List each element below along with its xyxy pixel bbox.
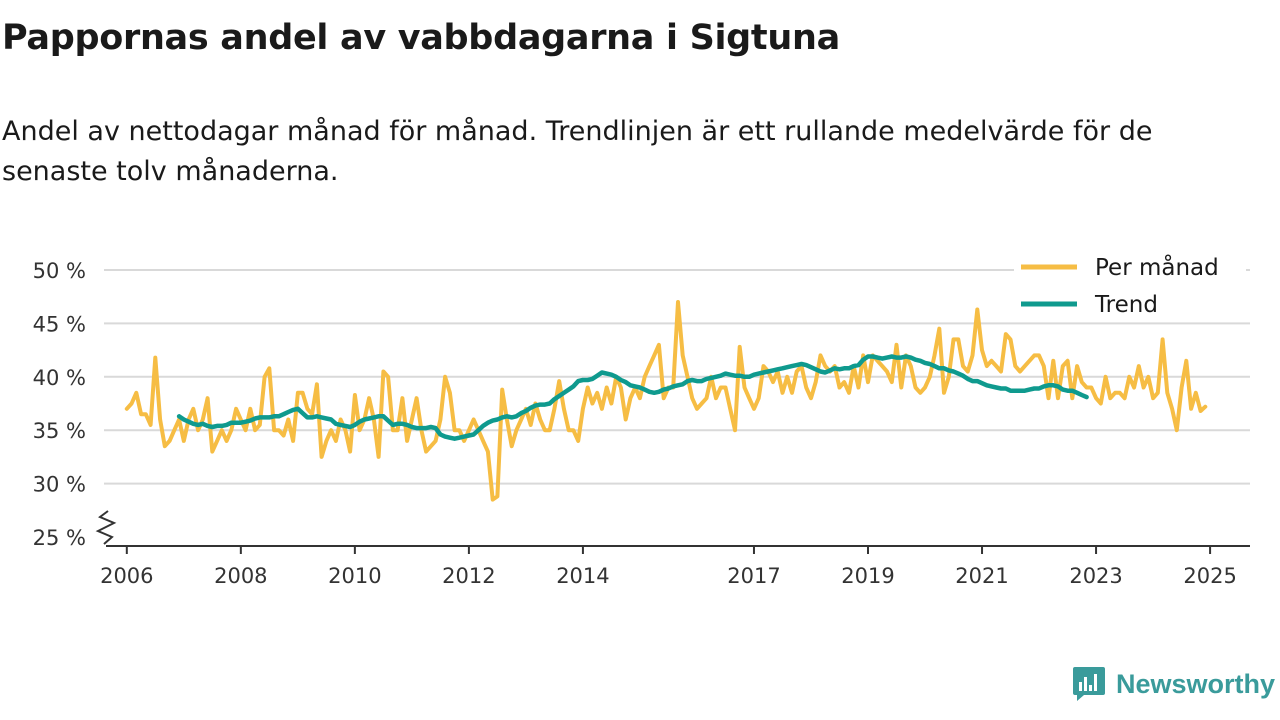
x-axis: 2006 2008 2010 2012 2014 2017 2019 2021 2023 2025: [95, 510, 1250, 588]
y-tick-label: 30 %: [33, 473, 86, 497]
y-tick-label: 50 %: [33, 259, 86, 283]
legend-label: Trend: [1094, 292, 1158, 318]
chart-title: Pappornas andel av vabbdagarna i Sigtuna: [2, 18, 840, 58]
chart-subtitle: Andel av nettodagar månad för månad. Tre…: [2, 116, 1153, 187]
x-tick-label: 2010: [328, 564, 381, 588]
y-tick-label: 25 %: [33, 526, 86, 550]
y-axis-ticks: 25 % 30 % 35 % 40 % 45 % 50 %: [33, 259, 86, 550]
newsworthy-chart-icon: [1073, 667, 1105, 701]
x-tick-label: 2014: [556, 564, 609, 588]
x-tick-label: 2008: [214, 564, 267, 588]
x-tick-label: 2019: [841, 564, 894, 588]
series-lines: [124, 300, 1208, 502]
x-tick-label: 2012: [442, 564, 495, 588]
x-tick-label: 2017: [727, 564, 780, 588]
y-tick-label: 40 %: [33, 366, 86, 390]
legend-background: [1014, 250, 1246, 322]
newsworthy-logo: Newsworthy: [1072, 666, 1275, 702]
series-trend: [176, 354, 1089, 441]
x-tick-label: 2023: [1069, 564, 1122, 588]
y-tick-label: 45 %: [33, 312, 86, 336]
legend-label: Per månad: [1095, 253, 1219, 281]
axis-break-icon: [95, 510, 117, 545]
x-tick-label: 2025: [1183, 564, 1236, 588]
legend: Per månad Trend: [1014, 250, 1246, 322]
y-tick-label: 35 %: [33, 419, 86, 443]
x-tick-label: 2006: [100, 564, 153, 588]
brand-name: Newsworthy: [1116, 668, 1276, 699]
series-per-manad: [124, 300, 1208, 502]
x-tick-label: 2021: [955, 564, 1008, 588]
